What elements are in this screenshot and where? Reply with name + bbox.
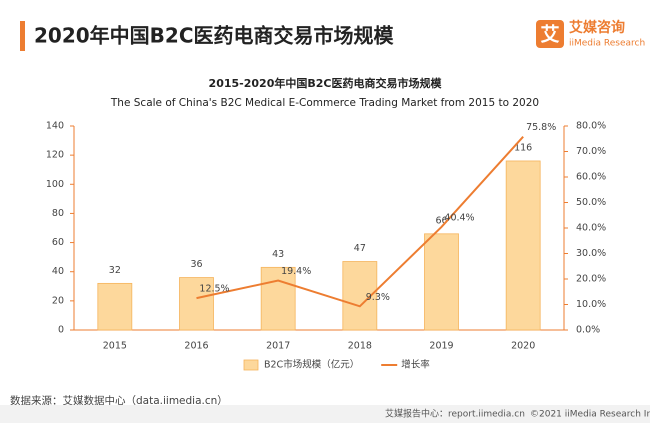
x-tick-label: 2015 bbox=[103, 341, 127, 352]
source: 数据来源：艾媒数据中心（data.iimedia.cn） bbox=[10, 394, 228, 407]
y2-tick-label: 70.0% bbox=[576, 146, 606, 157]
y-tick-label: 0 bbox=[58, 325, 64, 336]
logo-mark: 艾 bbox=[540, 24, 559, 46]
x-tick-label: 2016 bbox=[184, 341, 208, 352]
x-tick-label: 2017 bbox=[266, 341, 290, 352]
y2-tick-label: 80.0% bbox=[576, 121, 606, 132]
legend-label: B2C市场规模（亿元） bbox=[264, 359, 359, 371]
bar bbox=[505, 160, 541, 331]
bar bbox=[424, 233, 459, 331]
bar-label: 116 bbox=[514, 142, 532, 153]
bar-label: 47 bbox=[354, 243, 366, 254]
x-tick-label: 2020 bbox=[511, 341, 535, 352]
logo-icon bbox=[536, 20, 564, 48]
bar bbox=[97, 282, 133, 331]
y-tick-label: 60 bbox=[52, 237, 64, 248]
footer-copyright: ©2021 iiMedia Research Inc bbox=[530, 410, 650, 420]
x-tick-label: 2019 bbox=[429, 341, 453, 352]
y2-tick-label: 0.0% bbox=[576, 325, 600, 336]
x-tick-label: 2018 bbox=[348, 341, 372, 352]
y-tick-label: 40 bbox=[52, 266, 64, 277]
title-accent bbox=[20, 21, 25, 51]
bar-label: 36 bbox=[190, 259, 202, 270]
y2-tick-label: 10.0% bbox=[576, 299, 606, 310]
line-label: 40.4% bbox=[444, 212, 474, 223]
line-label: 9.3% bbox=[366, 292, 390, 303]
y2-tick-label: 40.0% bbox=[576, 223, 606, 234]
bar-label: 32 bbox=[109, 265, 121, 276]
bar-label: 43 bbox=[272, 249, 284, 260]
y-tick-label: 140 bbox=[46, 121, 64, 132]
y-tick-label: 20 bbox=[52, 295, 64, 306]
y2-tick-label: 60.0% bbox=[576, 172, 606, 183]
y-tick-label: 80 bbox=[52, 208, 64, 219]
bar bbox=[179, 277, 214, 331]
legend-label: 增长率 bbox=[401, 359, 430, 371]
legend-swatch bbox=[243, 359, 259, 371]
line-label: 12.5% bbox=[199, 284, 229, 295]
footer-report: 艾媒报告中心：report.iimedia.cn bbox=[385, 408, 525, 420]
logo-sub: iiMedia Research bbox=[569, 39, 645, 49]
y2-tick-label: 30.0% bbox=[576, 248, 606, 259]
line-label: 75.8% bbox=[526, 122, 556, 133]
footer-band bbox=[0, 405, 650, 423]
y-tick-label: 100 bbox=[46, 179, 64, 190]
y2-tick-label: 20.0% bbox=[576, 274, 606, 285]
growth-line bbox=[196, 136, 524, 308]
line-label: 19.4% bbox=[281, 266, 311, 277]
chart-title: 2015-2020年中国B2C医药电商交易市场规模 bbox=[209, 76, 443, 90]
chart-subtitle: The Scale of China's B2C Medical E-Comme… bbox=[110, 97, 539, 109]
y-tick-label: 120 bbox=[46, 150, 64, 161]
page-title: 2020年中国B2C医药电商交易市场规模 bbox=[34, 24, 395, 48]
bar-label: 66 bbox=[435, 215, 447, 226]
y2-tick-label: 50.0% bbox=[576, 197, 606, 208]
logo-name: 艾媒咨询 bbox=[569, 19, 625, 36]
bar bbox=[260, 266, 296, 331]
